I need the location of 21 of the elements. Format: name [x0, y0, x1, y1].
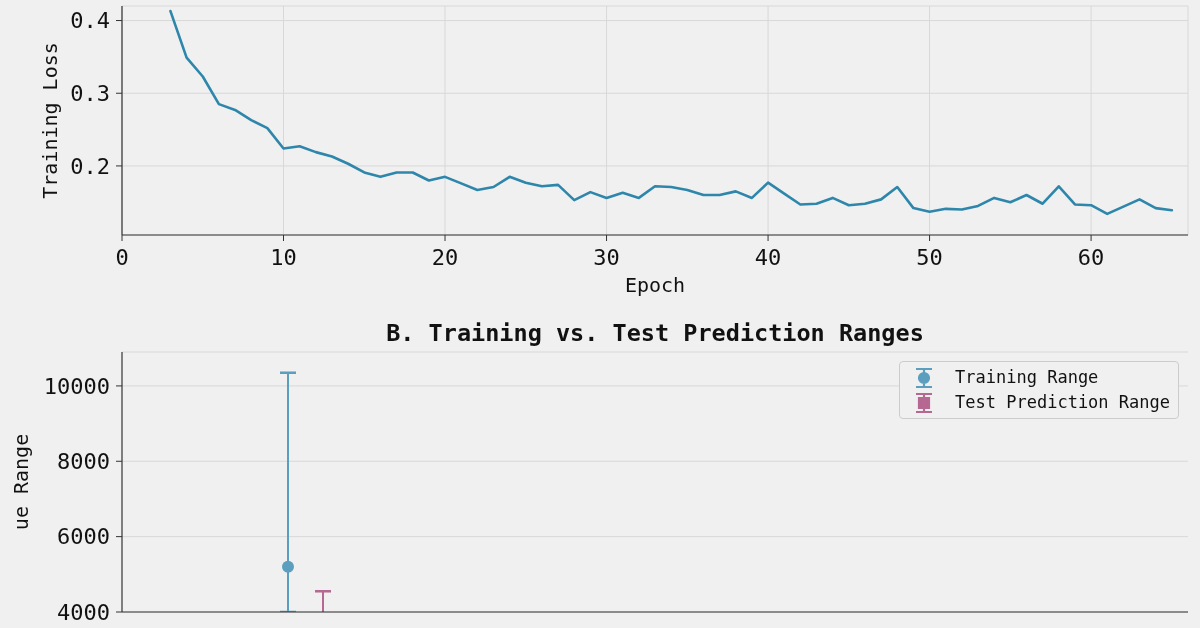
x-tick-label: 50	[916, 244, 943, 270]
y-tick-label: 10000	[43, 373, 110, 399]
x-tick-label: 60	[1077, 244, 1105, 270]
x-axis-title: Epoch	[624, 273, 686, 297]
y-tick-label: 8000	[57, 449, 110, 475]
x-tick-label: 20	[431, 244, 459, 270]
legend-label: Training Range	[955, 366, 1099, 389]
y-axis-title: Training Loss	[38, 42, 62, 199]
chart-title: B. Training vs. Test Prediction Ranges	[385, 318, 925, 348]
legend-label: Test Prediction Range	[955, 391, 1170, 414]
y-tick-label: 0.2	[70, 153, 110, 179]
y-tick-label: 6000	[57, 524, 110, 550]
y-tick-label: 0.3	[70, 81, 110, 107]
y-axis-title: ue Range	[9, 433, 33, 531]
x-tick-label: 0	[115, 244, 129, 270]
line-series	[169, 9, 1174, 216]
y-tick-label: 0.4	[70, 8, 110, 34]
x-tick-label: 30	[593, 244, 620, 270]
y-tick-label: 4000	[57, 599, 110, 625]
x-tick-label: 10	[270, 244, 297, 270]
x-tick-label: 40	[754, 244, 782, 270]
